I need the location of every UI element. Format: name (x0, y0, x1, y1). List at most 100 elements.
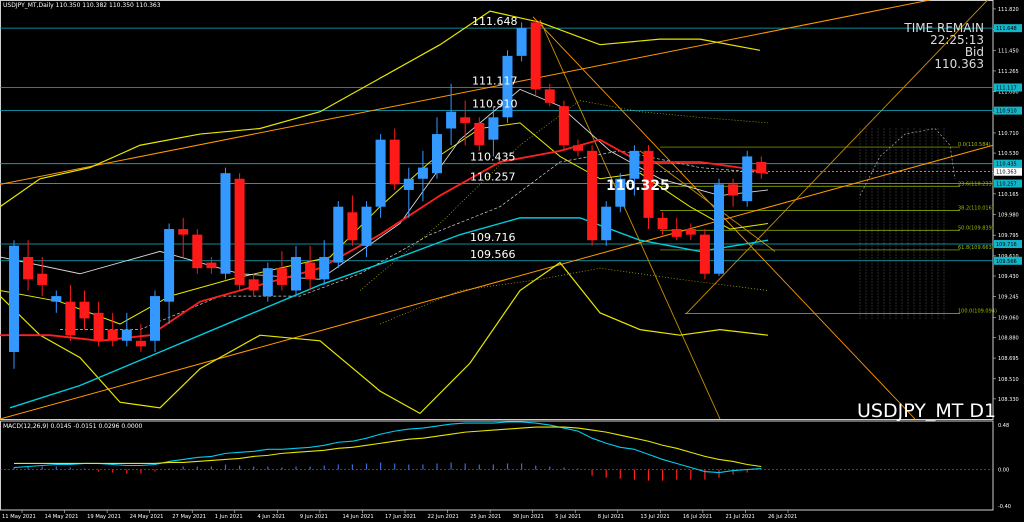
price-badge-label: 110.435 (996, 162, 1017, 168)
price-badge-label: 110.363 (996, 170, 1017, 176)
price-badge-label: 109.566 (996, 259, 1017, 265)
time-remain-label: TIME REMAIN (904, 21, 984, 35)
macd-axis-label: 0.00 (998, 468, 1009, 474)
bear-candle[interactable] (234, 178, 245, 285)
chart-watermark: USDJPY_MT D1 (857, 400, 997, 422)
bull-candle[interactable] (220, 173, 231, 274)
moving-average-slow (9, 217, 769, 409)
date-axis-label: 11 May 2021 (2, 514, 36, 520)
macd-axis-label: -0.40 (998, 504, 1011, 510)
bear-candle[interactable] (248, 279, 259, 291)
price-axis-label: 108.330 (998, 397, 1019, 403)
price-axis-label: 108.510 (998, 377, 1019, 383)
bull-candle[interactable] (516, 27, 527, 56)
macd-panel-frame (0, 420, 994, 511)
bear-candle[interactable] (544, 89, 555, 103)
fib-label: 61.8(109.663) (958, 245, 994, 251)
bull-candle[interactable] (319, 256, 330, 280)
symbol-info: USDJPY_MT,Daily 110.350 110.382 110.350 … (3, 2, 161, 9)
date-axis-label: 8 Jul 2021 (598, 514, 624, 520)
envelope-dotted (359, 100, 769, 291)
bear-candle[interactable] (756, 162, 767, 174)
price-axis-label: 111.450 (998, 48, 1019, 54)
date-axis-label: 14 Jun 2021 (342, 514, 373, 520)
bull-candle[interactable] (9, 245, 19, 352)
bull-candle[interactable] (601, 206, 612, 241)
bear-candle[interactable] (389, 139, 400, 185)
bear-candle[interactable] (728, 184, 739, 196)
bear-candle[interactable] (657, 217, 668, 230)
signal-line (14, 426, 762, 468)
bear-candle[interactable] (530, 22, 541, 90)
bear-candle[interactable] (206, 262, 217, 269)
bear-candle[interactable] (93, 312, 104, 341)
bull-candle[interactable] (502, 55, 513, 118)
bull-candle[interactable] (417, 167, 428, 179)
bear-candle[interactable] (135, 340, 146, 347)
bull-candle[interactable] (164, 229, 175, 302)
bear-candle[interactable] (671, 229, 682, 237)
channel-line (0, 144, 994, 420)
macd-line (13, 421, 762, 474)
bear-candle[interactable] (37, 273, 48, 285)
level-label: 109.566 (470, 248, 516, 261)
bull-candle[interactable] (432, 134, 442, 174)
bull-candle[interactable] (361, 206, 372, 246)
bull-candle[interactable] (333, 206, 344, 263)
bear-candle[interactable] (305, 262, 316, 280)
bear-candle[interactable] (573, 145, 583, 151)
time-remain-value: 22:25:13 (930, 33, 984, 47)
bear-candle[interactable] (107, 329, 118, 341)
bull-candle[interactable] (742, 156, 753, 202)
bull-candle[interactable] (714, 184, 724, 274)
channel-line (0, 0, 931, 185)
bear-candle[interactable] (699, 234, 710, 274)
bear-candle[interactable] (276, 268, 287, 285)
price-badge (994, 106, 1022, 115)
bear-candle[interactable] (685, 229, 696, 235)
bull-candle[interactable] (375, 139, 386, 207)
bear-candle[interactable] (192, 234, 203, 269)
date-axis-label: 4 Jun 2021 (257, 514, 285, 520)
bull-candle[interactable] (51, 296, 62, 302)
price-axis-label: 111.820 (998, 7, 1019, 13)
level-label: 111.117 (472, 74, 518, 87)
date-axis-label: 30 Jun 2021 (513, 514, 544, 520)
bear-candle[interactable] (79, 301, 90, 319)
bear-candle[interactable] (643, 150, 654, 218)
bull-candle[interactable] (150, 296, 160, 341)
fib-label: 50.0(109.839) (958, 225, 994, 231)
date-axis-label: 24 May 2021 (130, 514, 164, 520)
price-axis-label: 109.430 (998, 274, 1019, 280)
price-badge (994, 240, 1022, 249)
fib-label: 100.0(109.094) (958, 309, 997, 315)
bull-candle[interactable] (629, 150, 640, 179)
bear-candle[interactable] (587, 150, 598, 241)
bear-candle[interactable] (65, 301, 76, 336)
bear-candle[interactable] (178, 229, 189, 235)
date-axis-label: 25 Jun 2021 (470, 514, 501, 520)
bull-candle[interactable] (403, 178, 414, 190)
bear-candle[interactable] (558, 106, 569, 146)
price-badge-label: 110.910 (996, 109, 1017, 115)
current-price-label: 110.325 (606, 178, 670, 194)
bull-candle[interactable] (615, 178, 626, 207)
bull-candle[interactable] (488, 117, 499, 140)
bear-candle[interactable] (23, 256, 34, 280)
price-axis-label: 110.530 (998, 151, 1019, 157)
date-axis-label: 9 Jun 2021 (300, 514, 328, 520)
bear-candle[interactable] (460, 117, 471, 123)
level-label: 109.716 (470, 231, 516, 244)
date-axis-label: 26 Jul 2021 (768, 514, 797, 520)
bull-candle[interactable] (446, 111, 457, 129)
bear-candle[interactable] (347, 212, 358, 241)
bull-candle[interactable] (262, 268, 273, 297)
price-axis-label: 109.795 (998, 233, 1019, 239)
fib-label: 0.0(110.584) (958, 142, 991, 148)
bull-candle[interactable] (121, 329, 132, 341)
bull-candle[interactable] (291, 256, 301, 291)
price-axis-label: 110.165 (998, 192, 1019, 198)
bear-candle[interactable] (474, 122, 485, 146)
price-badge (994, 167, 1022, 176)
